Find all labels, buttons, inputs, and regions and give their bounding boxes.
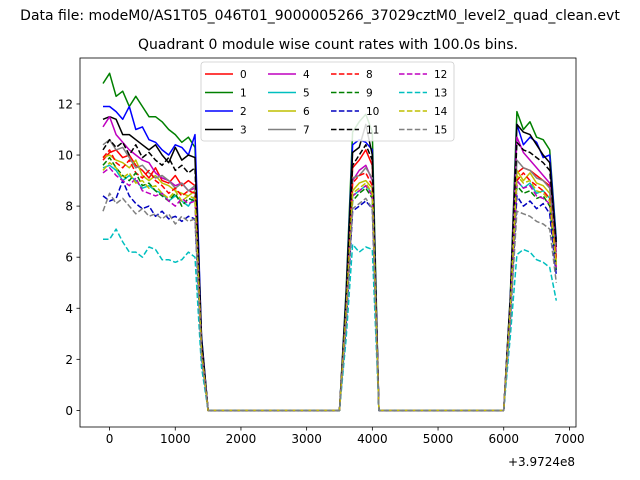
- legend-label-1: 1: [240, 88, 247, 100]
- chart-title: Quadrant 0 module wise count rates with …: [138, 37, 518, 53]
- series-line-0: [102, 149, 558, 412]
- x-tick-label: 7000: [554, 432, 585, 446]
- series-line-2: [103, 105, 558, 412]
- series-line-5: [102, 164, 558, 412]
- x-tick-label: 4000: [357, 432, 388, 446]
- legend-label-13: 13: [434, 88, 447, 100]
- series-line-13: [103, 228, 558, 412]
- x-offset-label: +3.9724e8: [508, 455, 575, 469]
- x-tick-label: 6000: [488, 432, 519, 446]
- series-line-6: [102, 154, 558, 412]
- series-layer: [102, 72, 558, 412]
- legend-label-7: 7: [303, 125, 310, 137]
- plot-frame: [79, 57, 577, 428]
- legend-label-11: 11: [366, 125, 379, 137]
- y-tick-label: 6: [65, 251, 73, 265]
- series-line-10: [102, 179, 558, 412]
- y-tick-label: 4: [65, 302, 73, 316]
- x-tick-label: 5000: [423, 432, 454, 446]
- legend-label-5: 5: [303, 88, 310, 100]
- legend-label-15: 15: [434, 125, 447, 137]
- legend-label-9: 9: [366, 88, 373, 100]
- y-tick-label: 0: [65, 404, 73, 418]
- legend-label-14: 14: [434, 106, 448, 118]
- y-tick-label: 10: [58, 149, 73, 163]
- legend-box: [200, 61, 455, 142]
- series-line-8: [102, 149, 558, 412]
- x-tick-label: 1000: [160, 432, 191, 446]
- y-tick-label: 12: [58, 97, 73, 111]
- legend-label-0: 0: [240, 69, 247, 81]
- legend-label-3: 3: [240, 125, 247, 137]
- legend-label-4: 4: [303, 69, 310, 81]
- legend-label-6: 6: [303, 106, 310, 118]
- x-tick-label: 0: [106, 432, 114, 446]
- y-tick-label: 2: [65, 353, 73, 367]
- y-tick-label: 8: [65, 200, 73, 214]
- legend-label-10: 10: [366, 106, 379, 118]
- x-tick-label: 2000: [226, 432, 257, 446]
- legend-label-2: 2: [240, 106, 247, 118]
- legend-label-12: 12: [434, 69, 447, 81]
- x-tick-label: 3000: [291, 432, 322, 446]
- series-line-15: [102, 192, 558, 412]
- figure-suptitle: Data file: modeM0/AS1T05_046T01_90000052…: [20, 8, 620, 24]
- series-line-12: [102, 167, 558, 412]
- legend-label-8: 8: [366, 69, 373, 81]
